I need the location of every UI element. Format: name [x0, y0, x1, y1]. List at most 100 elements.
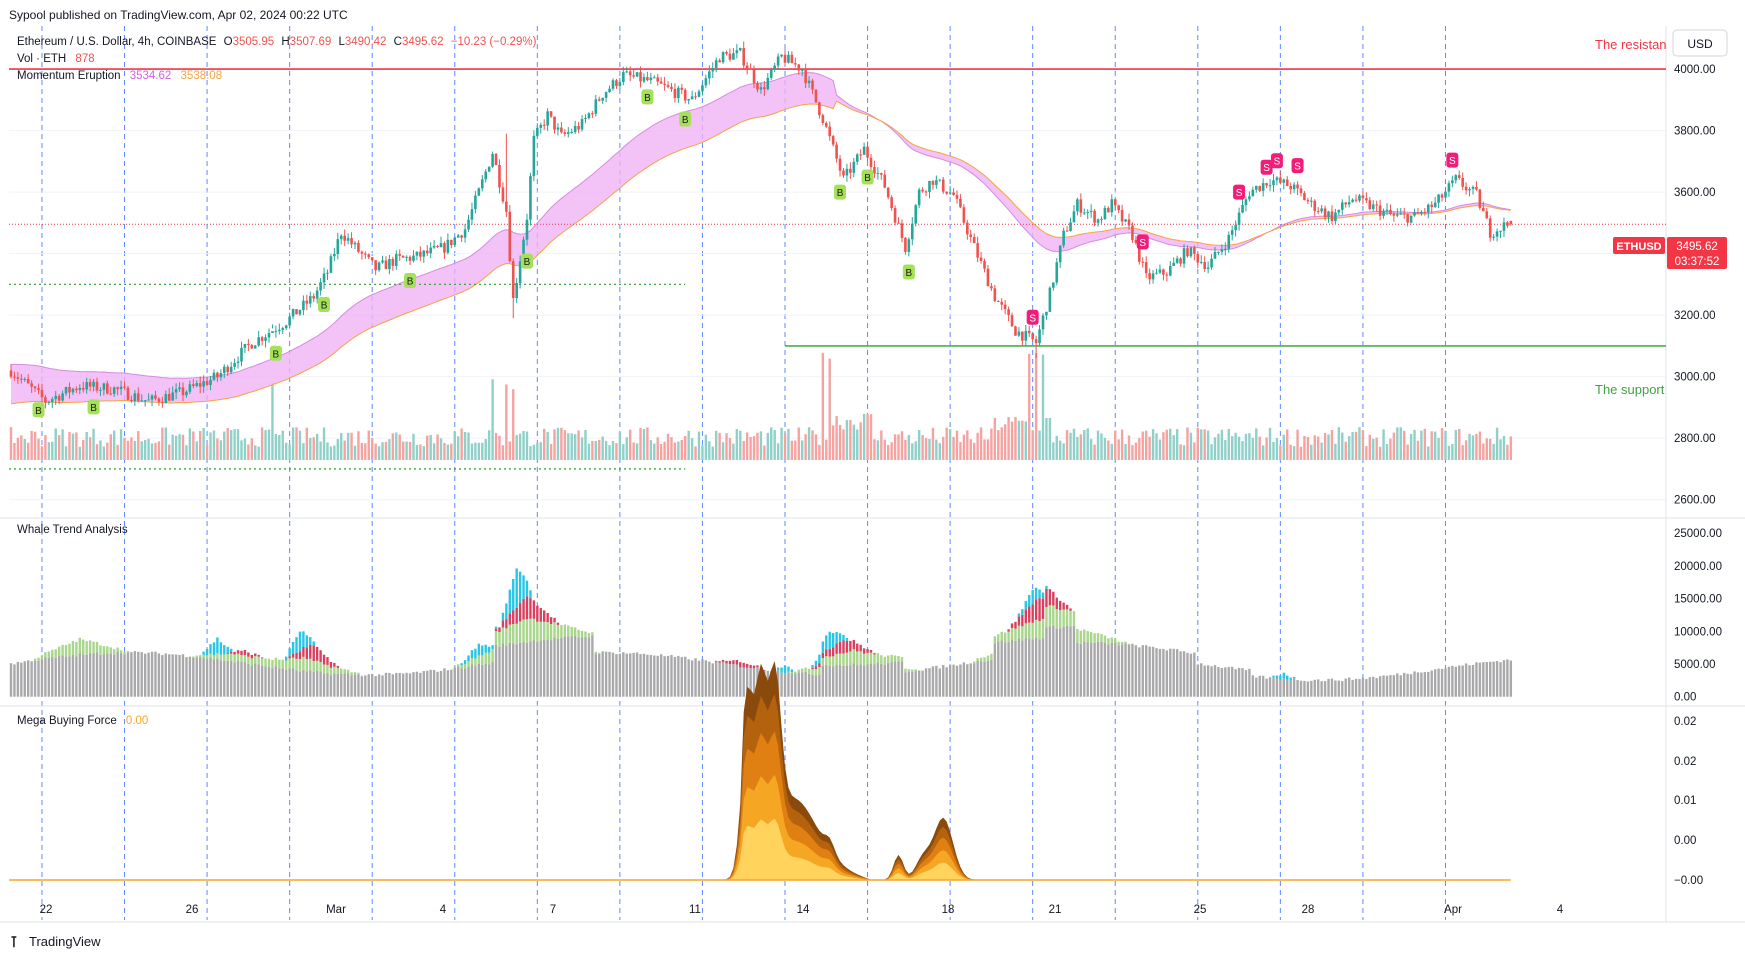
- volume-bar: [742, 440, 745, 460]
- whale-gray-bar: [522, 642, 525, 697]
- volume-bar: [914, 441, 917, 460]
- candlestick-series[interactable]: [9, 41, 1513, 409]
- whale-gray-bar: [106, 653, 109, 697]
- volume-bar: [1416, 440, 1420, 460]
- buy-signal-marker: [404, 272, 417, 288]
- candle-body: [1344, 202, 1348, 205]
- volume-bar: [298, 430, 302, 460]
- whale-green-bar: [591, 632, 594, 636]
- whale-red-bar: [842, 640, 845, 654]
- tradingview-logo[interactable]: ⊺ TradingView: [10, 934, 101, 951]
- candle-body: [1323, 208, 1327, 218]
- candle-body: [687, 99, 690, 101]
- whale-pane-title[interactable]: Whale Trend Analysis: [17, 524, 128, 536]
- volume-bar: [109, 434, 112, 460]
- candle-body: [71, 388, 75, 393]
- volume-bar: [598, 439, 601, 460]
- whale-gray-bar: [319, 671, 322, 697]
- sell-signal-marker: [1291, 158, 1304, 174]
- whale-green-bar: [99, 645, 102, 655]
- candle-body: [1120, 210, 1124, 222]
- volume-bar: [429, 435, 432, 460]
- whale-red-bar: [1031, 604, 1034, 623]
- whale-green-bar: [873, 654, 876, 665]
- candle-body: [659, 81, 663, 84]
- whale-cyan-bar: [1024, 600, 1027, 610]
- whale-gray-bar: [1334, 680, 1337, 697]
- mega-axis[interactable]: 0.020.020.010.00−0.00: [1674, 716, 1703, 887]
- volume-bar: [319, 441, 322, 460]
- volume-bar: [752, 436, 756, 460]
- candle-body: [112, 387, 116, 394]
- whale-gray-bar: [739, 667, 742, 697]
- whale-cyan-bar: [470, 650, 474, 659]
- candle-body: [1086, 211, 1090, 213]
- candle-body: [412, 255, 415, 261]
- whale-green-bar: [1031, 622, 1034, 640]
- whale-red-bar: [1024, 609, 1027, 624]
- whale-gray-bar: [1017, 638, 1021, 697]
- momentum-label: Momentum Eruption: [17, 70, 121, 82]
- volume-bar: [171, 434, 174, 460]
- volume-bar: [436, 434, 439, 460]
- candle-body: [804, 69, 807, 84]
- volume-bar: [1323, 433, 1327, 460]
- ohlc-close-label: C: [394, 36, 402, 48]
- whale-gray-bar: [797, 672, 800, 697]
- candle-body: [1385, 209, 1389, 211]
- candle-body: [1482, 207, 1485, 212]
- candle-body: [439, 243, 443, 248]
- volume-bar: [102, 446, 106, 460]
- candle-body: [1224, 248, 1227, 250]
- volume-bar: [33, 431, 37, 460]
- whale-green-bar: [801, 668, 804, 673]
- candle-body: [99, 389, 102, 391]
- candle-body: [109, 393, 113, 395]
- mega-pane-legend[interactable]: Mega Buying Force 0.00: [17, 715, 148, 727]
- candle-body: [924, 191, 928, 193]
- candle-body: [763, 87, 766, 90]
- whale-cyan-bar: [1045, 585, 1048, 589]
- volume-bar: [608, 445, 611, 460]
- volume-bar: [195, 441, 198, 460]
- candle-body: [838, 158, 842, 171]
- whale-red-bar: [725, 660, 728, 664]
- volume-bar: [82, 440, 85, 460]
- whale-red-bar: [260, 657, 264, 659]
- whale-gray-bar: [1124, 643, 1127, 697]
- whale-gray-bar: [649, 655, 653, 697]
- candle-body: [814, 89, 818, 103]
- volume-bar: [1003, 424, 1007, 460]
- legend-symbol[interactable]: Ethereum / U.S. Dollar, 4h, COINBASE O35…: [17, 36, 537, 48]
- currency-button[interactable]: USD: [1672, 29, 1728, 57]
- whale-green-bar: [518, 621, 522, 643]
- whale-red-bar: [735, 659, 739, 665]
- whale-axis[interactable]: 25000.0020000.0015000.0010000.005000.000…: [1674, 528, 1722, 704]
- whale-cyan-bar: [226, 646, 229, 654]
- legend-momentum[interactable]: Momentum Eruption 3534.62 3538.08: [17, 70, 222, 82]
- whale-gray-bar: [212, 659, 216, 697]
- whale-gray-bar: [1337, 680, 1341, 697]
- candle-body: [914, 205, 918, 224]
- whale-red-bar: [1038, 598, 1041, 622]
- whale-gray-bar: [450, 669, 453, 697]
- whale-green-bar: [57, 646, 61, 657]
- whale-gray-bar: [907, 672, 911, 697]
- volume-bar: [1389, 438, 1392, 460]
- whale-cyan-bar: [494, 626, 498, 629]
- volume-bar: [395, 432, 398, 460]
- candle-body: [467, 219, 470, 230]
- candle-body: [233, 362, 236, 367]
- time-axis[interactable]: 22 26 Mar 4 7 11 14 18 21 25 28 Apr 4: [40, 904, 1564, 916]
- volume-bars: [9, 352, 1513, 460]
- candle-body: [759, 87, 763, 90]
- whale-green-bar: [532, 618, 536, 641]
- volume-bar: [1310, 444, 1313, 460]
- candle-body: [962, 207, 966, 223]
- legend-volume[interactable]: Vol · ETH 878: [17, 53, 95, 65]
- whale-gray-bar: [1361, 677, 1365, 697]
- whale-gray-bar: [195, 657, 198, 697]
- time-axis-label: 7: [550, 904, 556, 916]
- whale-gray-bar: [1210, 666, 1213, 697]
